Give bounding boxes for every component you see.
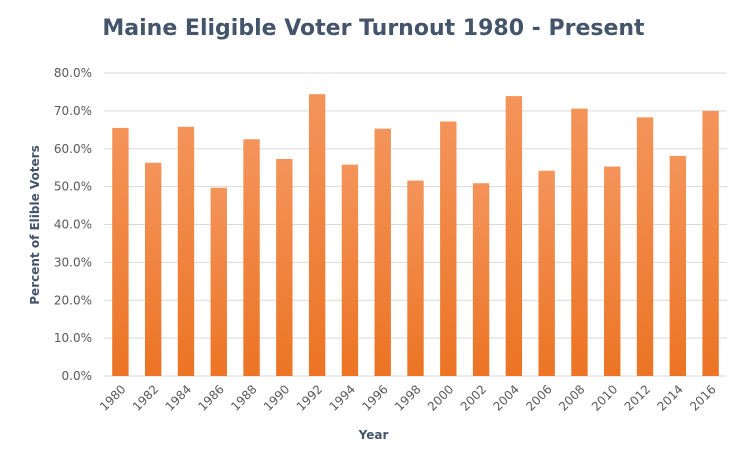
- x-tick-label: 2002: [458, 382, 489, 413]
- bar-1986: [210, 187, 227, 376]
- x-tick-label: 2010: [589, 382, 620, 413]
- y-tick-label: 80.0%: [54, 66, 92, 80]
- bar-1980: [112, 127, 129, 376]
- x-tick-label: 2000: [425, 382, 456, 413]
- bar-2012: [636, 117, 654, 376]
- y-tick-label: 0.0%: [62, 369, 93, 383]
- bar-2000: [440, 121, 457, 376]
- y-tick-label: 30.0%: [54, 255, 92, 269]
- x-tick-label: 2014: [654, 382, 685, 413]
- x-tick-label: 2012: [622, 382, 653, 413]
- bar-1992: [308, 94, 326, 377]
- chart-title: Maine Eligible Voter Turnout 1980 - Pres…: [102, 16, 645, 41]
- y-tick-label: 20.0%: [54, 293, 92, 307]
- x-axis-label: Year: [358, 428, 389, 442]
- bar-2010: [604, 166, 621, 376]
- x-tick-label: 1980: [97, 382, 128, 413]
- bar-1998: [407, 180, 424, 376]
- bar-1982: [144, 162, 162, 376]
- bar-1994: [341, 164, 359, 376]
- x-tick-label: 2016: [687, 382, 718, 413]
- bar-2004: [505, 96, 523, 376]
- bar-1988: [243, 139, 260, 376]
- bar-2008: [571, 108, 588, 376]
- x-tick-label: 2006: [523, 382, 554, 413]
- x-tick-label: 2008: [556, 382, 587, 413]
- bar-1996: [374, 128, 391, 376]
- x-tick-labels: 1980 1982 1984 1986 1988 1990 1992 1994 1996 1998…: [97, 382, 719, 413]
- x-tick-label: 2004: [490, 382, 521, 413]
- x-tick-label: 1988: [228, 382, 259, 413]
- y-tick-label: 70.0%: [54, 104, 92, 118]
- bar-2016: [702, 110, 719, 376]
- x-tick-label: 1986: [195, 382, 226, 413]
- y-tick-label: 10.0%: [54, 331, 92, 345]
- y-tick-label: 60.0%: [54, 142, 92, 156]
- y-tick-label: 40.0%: [54, 218, 92, 232]
- x-tick-label: 1990: [261, 382, 292, 413]
- x-tick-label: 1994: [327, 382, 358, 413]
- x-tick-label: 1982: [130, 382, 161, 413]
- bar-2014: [669, 155, 687, 376]
- x-tick-label: 1984: [163, 382, 194, 413]
- x-tick-label: 1998: [392, 382, 423, 413]
- x-tick-label: 1996: [359, 382, 390, 413]
- y-tick-label: 50.0%: [54, 180, 92, 194]
- y-tick-labels: 0.0% 10.0% 20.0% 30.0% 40.0% 50.0% 60.0% 70.0% 8…: [54, 66, 92, 383]
- bar-1990: [276, 158, 293, 376]
- bar-2006: [538, 170, 555, 376]
- x-tick-label: 1992: [294, 382, 325, 413]
- bars: [112, 94, 719, 377]
- bar-2002: [472, 183, 490, 376]
- bar-1984: [177, 126, 195, 376]
